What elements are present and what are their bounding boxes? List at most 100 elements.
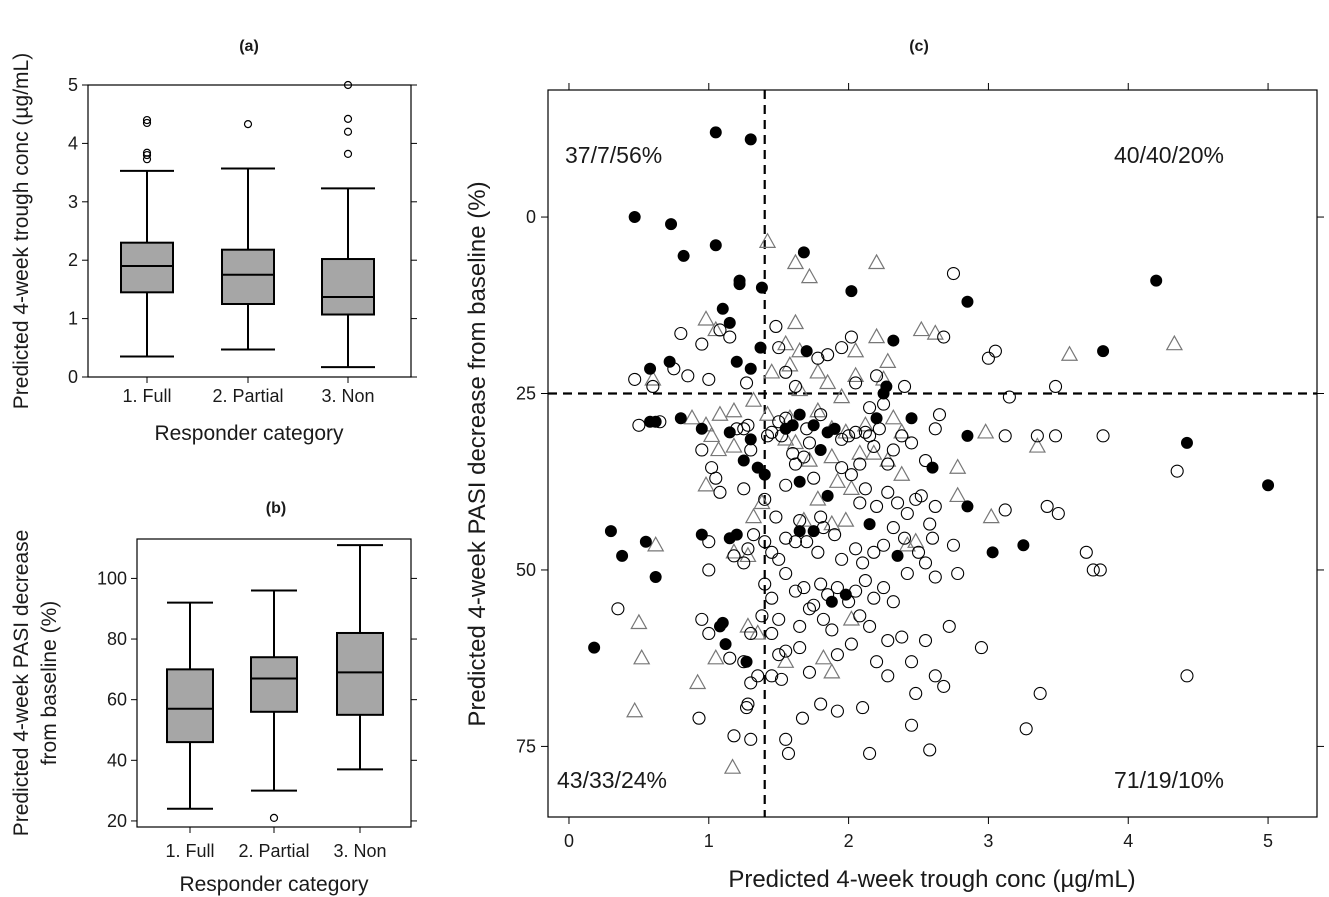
partial-responder-point [880,453,895,467]
partial-responder-point [1062,347,1077,361]
non-responder-point [947,539,959,551]
non-responder-point [854,458,866,470]
partial-responder-point [950,488,965,502]
quadrant-label-top-left: 37/7/56% [565,142,662,168]
full-responder-point [745,434,756,445]
non-responder-point [815,698,827,710]
non-responder-point [920,557,932,569]
non-responder-point [714,486,726,498]
full-responder-point [962,501,973,512]
panel-b-title: (b) [266,500,286,517]
non-responder-point [748,529,760,541]
non-responder-point [780,645,792,657]
non-responder-point [766,670,778,682]
non-responder-point [952,567,964,579]
non-responder-point [696,613,708,625]
partial-responder-point [634,650,649,664]
box-1 [167,669,213,742]
box-3 [337,633,383,715]
non-responder-point [871,656,883,668]
non-responder-point [766,627,778,639]
non-responder-point [864,747,876,759]
non-responder-point [845,638,857,650]
non-responder-point [794,642,806,654]
partial-responder-point [852,446,867,460]
non-responder-point [703,627,715,639]
full-responder-point [731,529,742,540]
partial-responder-point [824,664,839,678]
non-responder-point [752,670,764,682]
non-responder-point [933,409,945,421]
non-responder-point [1094,564,1106,576]
partial-responder-point [725,760,740,774]
partial-responder-point [914,322,929,336]
non-responder-point [780,366,792,378]
y-tick-label: 25 [516,384,536,404]
partial-responder-point [788,315,803,329]
full-responder-point [864,519,875,530]
full-responder-point [794,409,805,420]
non-responder-point [738,483,750,495]
partial-responder-point [726,544,741,558]
full-responder-point [645,363,656,374]
y-tick-label: 3 [68,192,78,212]
partial-responder-point [708,650,723,664]
y-tick-label: 20 [107,811,127,831]
full-responder-point [650,572,661,583]
non-responder-point [633,419,645,431]
full-responder-point [780,423,791,434]
non-responder-point [815,578,827,590]
non-responder-point [693,712,705,724]
full-responder-point [808,420,819,431]
non-responder-point [906,437,918,449]
non-responder-point [882,670,894,682]
non-responder-point [766,546,778,558]
box-2 [251,657,297,712]
full-responder-point [717,303,728,314]
non-responder-point [871,500,883,512]
full-responder-point [794,476,805,487]
non-responder-point [929,423,941,435]
non-responder-point [1031,430,1043,442]
non-responder-point [780,567,792,579]
non-responder-point [836,342,848,354]
non-responder-point [742,698,754,710]
non-responder-point [854,610,866,622]
x-category-label: 3. Non [333,841,386,861]
panel-b-y-axis-label-line-1: Predicted 4-week PASI decrease [10,530,33,837]
full-responder-point [927,462,938,473]
full-responder-point [734,279,745,290]
non-responder-point [836,433,848,445]
x-tick-label: 4 [1123,831,1133,851]
non-responder-point [896,631,908,643]
y-tick-label: 1 [68,309,78,329]
non-responder-point [728,730,740,742]
partial-responder-point [754,495,769,509]
outlier-point [345,128,352,135]
non-responder-point [1050,380,1062,392]
full-responder-point [822,490,833,501]
non-responder-point [1097,430,1109,442]
non-responder-point [741,377,753,389]
full-responder-point [826,596,837,607]
non-responder-point [887,444,899,456]
non-responder-point [770,320,782,332]
full-responder-point [1263,480,1274,491]
full-responder-point [664,356,675,367]
partial-responder-point [711,442,726,456]
box-3 [322,259,374,314]
non-responder-point [1050,430,1062,442]
partial-responder-point [844,611,859,625]
non-responder-point [947,268,959,280]
non-responder-point [808,472,820,484]
non-responder-point [906,719,918,731]
outlier-point [271,814,278,821]
full-responder-point [724,317,735,328]
non-responder-point [789,536,801,548]
non-responder-point [1020,723,1032,735]
partial-responder-point [984,509,999,523]
non-responder-point [703,373,715,385]
panel-a-y-axis-label: Predicted 4-week trough conc (µg/mL) [10,53,33,409]
non-responder-point [857,557,869,569]
